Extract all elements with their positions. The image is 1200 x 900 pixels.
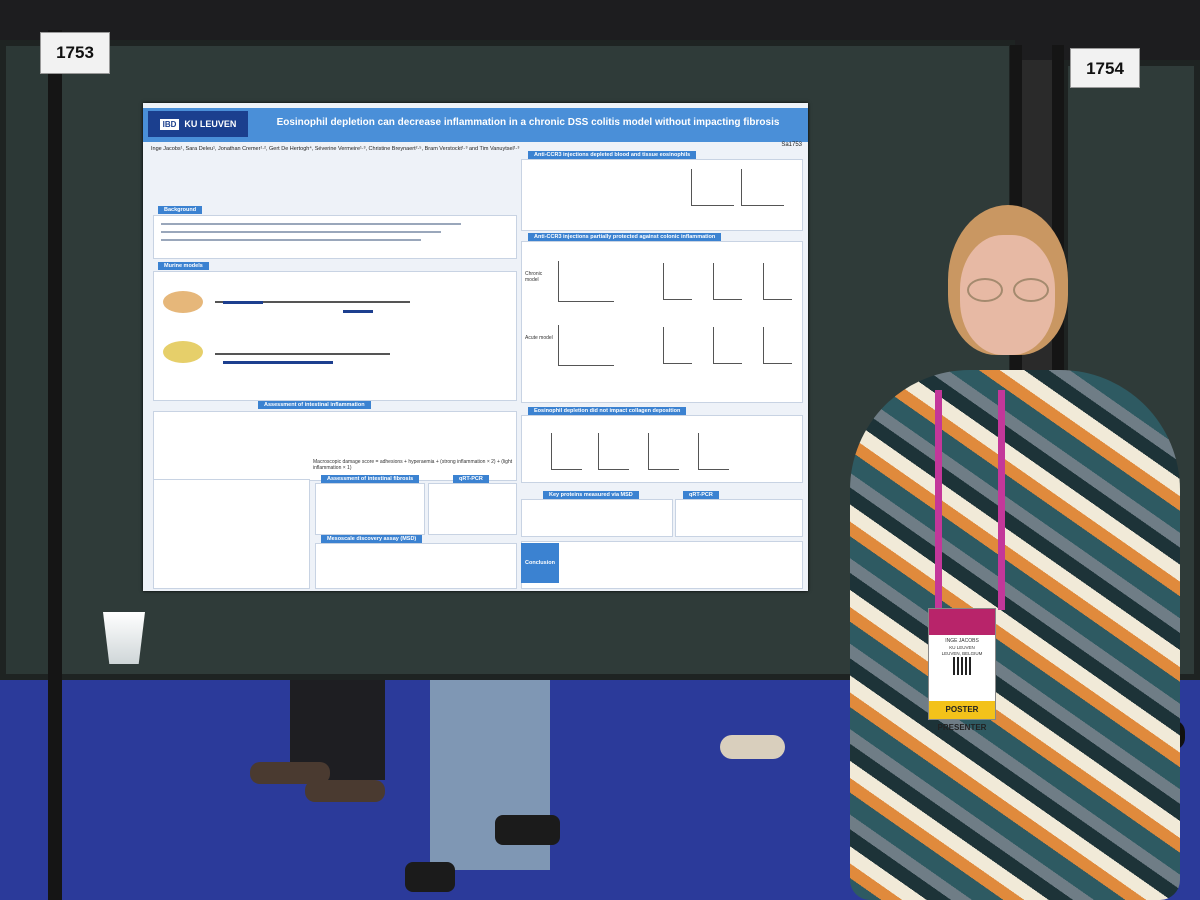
- shoe: [495, 815, 560, 845]
- depletion-block: [521, 159, 803, 231]
- timeline-acute: [215, 353, 390, 355]
- line-chart: [558, 261, 614, 302]
- section-qrtpcr: qRT-PCR: [453, 475, 489, 483]
- section-collagen: Eosinophil depletion did not impact coll…: [528, 407, 687, 415]
- badge-header: [929, 609, 995, 635]
- poster-board-left: [0, 40, 55, 680]
- shoe: [250, 762, 330, 784]
- ku-leuven-logo: IBD KU LEUVEN: [148, 111, 248, 137]
- lanyard: [935, 390, 1005, 610]
- qr-code: [953, 657, 971, 675]
- poster-header: IBD KU LEUVEN Eosinophil depletion can d…: [143, 108, 808, 142]
- text-line: [161, 231, 441, 233]
- boxplot-chart: [713, 263, 742, 300]
- assessment-block: [153, 411, 517, 481]
- boxplot-chart: [763, 327, 792, 364]
- qrtpcr-block: [428, 483, 517, 535]
- section-qrtpcr-2: qRT-PCR: [683, 491, 719, 499]
- mouse-illustration: [163, 341, 203, 363]
- glasses-left: [967, 278, 1003, 302]
- name-badge: INGE JACOBS KU LEUVEN LEUVEN, BELGIUM PO…: [928, 608, 996, 732]
- glasses-right: [1013, 278, 1049, 302]
- board-stand-pole: [48, 30, 62, 900]
- acute-model-label: Acute model: [525, 335, 553, 341]
- dss-bar: [343, 310, 373, 313]
- background-block: [153, 215, 517, 259]
- boxplot-chart: [698, 433, 729, 470]
- research-poster: IBD KU LEUVEN Eosinophil depletion can d…: [143, 103, 808, 591]
- shoe: [720, 735, 785, 759]
- badge-name: INGE JACOBS: [945, 638, 979, 644]
- boxplot-chart: [598, 433, 629, 470]
- plastic-cup: [103, 612, 145, 664]
- qrtpcr-block-2: [675, 499, 803, 537]
- section-conclusion: Conclusion: [521, 543, 559, 583]
- boxplot-chart: [713, 327, 742, 364]
- section-msd: Key proteins measured via MSD: [543, 491, 639, 499]
- badge-role: POSTER PRESENTER: [929, 701, 995, 732]
- section-assessment: Assessment of intestinal inflammation: [258, 401, 371, 409]
- mesoscale-block: [315, 543, 517, 589]
- section-fibrosis: Assessment of intestinal fibrosis: [321, 475, 420, 483]
- murine-models-block: [153, 271, 517, 401]
- text-line: [161, 239, 421, 241]
- macroscopic-formula: Macroscopic damage score = adhesions + h…: [313, 459, 513, 471]
- line-chart: [558, 325, 614, 366]
- ibd-logo-badge: IBD: [159, 118, 180, 130]
- section-ccr3-depletion: Anti-CCR3 injections depleted blood and …: [528, 151, 697, 159]
- poster-authors: Inge Jacobs¹, Sara Deleu¹, Jonathan Crem…: [151, 146, 520, 152]
- section-mesoscale: Mesoscale discovery assay (MSD): [321, 535, 423, 543]
- poster-id: Sa1753: [781, 142, 802, 148]
- board-number-1753: 1753: [40, 32, 110, 74]
- boxplot-chart: [648, 433, 679, 470]
- msd-block: [521, 499, 673, 537]
- section-background: Background: [158, 206, 203, 214]
- section-ccr3-protection: Anti-CCR3 injections partially protected…: [528, 233, 722, 241]
- badge-affiliation: KU LEUVEN: [949, 645, 975, 650]
- protection-block: [521, 241, 803, 403]
- boxplot-chart: [663, 263, 692, 300]
- histology-table: [153, 479, 310, 589]
- text-line: [161, 223, 461, 225]
- boxplot-chart: [663, 327, 692, 364]
- boxplot-chart: [551, 433, 582, 470]
- conclusion-block: [521, 541, 803, 589]
- badge-location: LEUVEN, BELGIUM: [941, 651, 983, 656]
- boxplot-chart: [741, 169, 784, 206]
- boxplot-chart: [691, 169, 734, 206]
- shoe: [405, 862, 455, 892]
- logo-text: KU LEUVEN: [184, 119, 237, 129]
- board-number-1754: 1754: [1070, 48, 1140, 88]
- section-murine-models: Murine models: [158, 262, 209, 270]
- dss-bar: [223, 301, 263, 304]
- chronic-model-label: Chronic model: [525, 271, 543, 283]
- presenter-dress: [850, 370, 1180, 900]
- collagen-block: [521, 415, 803, 483]
- shoe: [305, 780, 385, 802]
- timeline-chronic: [215, 301, 410, 303]
- mouse-illustration: [163, 291, 203, 313]
- dss-bar: [223, 361, 333, 364]
- boxplot-chart: [763, 263, 792, 300]
- fibrosis-block: [315, 483, 425, 535]
- poster-title: Eosinophil depletion can decrease inflam…: [276, 117, 780, 128]
